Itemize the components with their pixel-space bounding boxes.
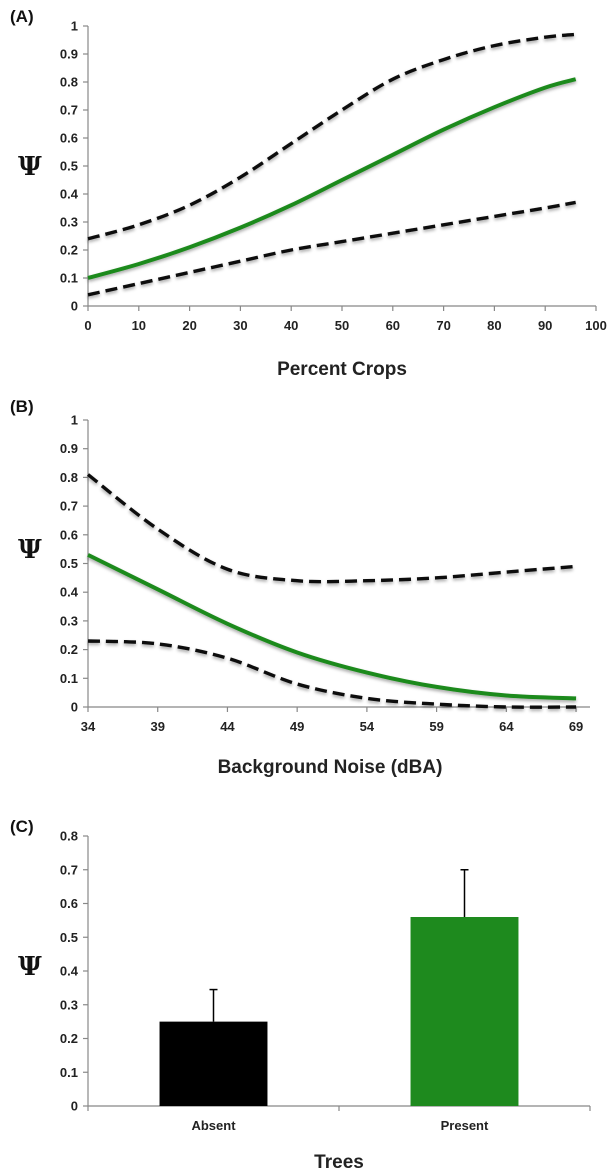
panel-b-x-tick-label: 69 xyxy=(569,719,583,734)
panel-c-x-label: Trees xyxy=(314,1152,364,1173)
panel-a-x-tick-label: 60 xyxy=(386,318,400,333)
panel-c-y-tick-label: 0.5 xyxy=(60,930,78,945)
panel-b-x-tick-label: 64 xyxy=(499,719,514,734)
panel-a-y-tick-label: 0.2 xyxy=(60,243,78,258)
panel-c-bar-absent xyxy=(159,1021,268,1106)
panel-a-x-tick-label: 100 xyxy=(585,318,607,333)
panel-c-category-label: Absent xyxy=(191,1118,236,1133)
panel-a-y-tick-label: 0.4 xyxy=(60,187,79,202)
panel-b-x-tick-label: 39 xyxy=(150,719,164,734)
panel-b-fitted-line xyxy=(87,553,577,701)
panel-c-plot: 0 0.1 0.2 0.3 0.4 0.5 0.6 0.7 0.8 Absent Present xyxy=(60,829,591,1133)
panel-a-x-tick-label: 0 xyxy=(84,318,91,333)
panel-c-y-tick-label: 0.7 xyxy=(60,862,78,877)
panel-a-x-tick-label: 80 xyxy=(487,318,501,333)
panel-a-x-tick-label: 90 xyxy=(538,318,552,333)
panel-b-y-tick-label: 0.1 xyxy=(60,671,78,686)
panel-b-y-tick-label: 0.2 xyxy=(60,642,78,657)
panel-c-y-tick-label: 0.6 xyxy=(60,896,78,911)
panel-a-x-tick-label: 10 xyxy=(132,318,146,333)
panel-b-plot: 0 0.1 0.2 0.3 0.4 0.5 0.6 0.7 0.8 0.9 1 34 39 44 49 54 5… xyxy=(60,413,590,734)
panel-a-label: (A) xyxy=(10,7,34,26)
panel-b-label: (B) xyxy=(10,397,34,416)
panel-b-x-tick-label: 44 xyxy=(220,719,235,734)
panel-a-confidence-bound-1 xyxy=(87,32,576,241)
panel-c-y-tick-label: 0.4 xyxy=(60,964,79,979)
panel-a-x-label: Percent Crops xyxy=(277,359,407,380)
panel-a-y-tick-label: 0.8 xyxy=(60,75,78,90)
panel-b-y-tick-label: 0.3 xyxy=(60,613,78,628)
panel-a-y-tick-label: 0.5 xyxy=(60,159,78,174)
panel-c-y-tick-label: 0.1 xyxy=(60,1065,78,1080)
panel-a-y-tick-label: 0.1 xyxy=(60,271,78,286)
panel-c-y-tick-label: 0 xyxy=(71,1099,78,1114)
panel-a-y-tick-label: 1 xyxy=(71,19,78,34)
panel-a-fitted-line xyxy=(87,77,577,280)
panel-c-bar-present xyxy=(410,917,519,1106)
panel-b-x-tick-label: 49 xyxy=(290,719,304,734)
panel-a-y-label: Ψ xyxy=(18,152,42,182)
panel-a-y-tick-label: 0.3 xyxy=(60,215,78,230)
panel-a-y-tick-label: 0.9 xyxy=(60,47,78,62)
panel-b-y-tick-label: 0 xyxy=(71,700,78,715)
panel-c: (C) Ψ Trees 0 0.1 0.2 0.3 0.4 0.5 0.6 0.7 0.8 Abs… xyxy=(10,817,591,1173)
panel-b-y-tick-label: 0.9 xyxy=(60,441,78,456)
panel-b-confidence-bound-2 xyxy=(87,639,577,709)
panel-b-confidence-bound-1 xyxy=(86,473,577,584)
panel-a-x-tick-label: 70 xyxy=(436,318,450,333)
panel-c-category-label: Present xyxy=(441,1118,489,1133)
panel-a-y-tick-label: 0 xyxy=(71,299,78,314)
panel-a-plot: 00.10.20.30.40.50.60.70.80.910 10 20 30 40 50… xyxy=(60,19,607,334)
panel-c-y-tick-label: 0.3 xyxy=(60,997,78,1012)
panel-c-label: (C) xyxy=(10,817,34,836)
panel-a: (A) Ψ Percent Crops 0 0.1 0.2 0.3 0.4 0.5 0.6 0… xyxy=(10,7,607,380)
panel-b-x-tick-label: 34 xyxy=(81,719,96,734)
panel-a-x-tick-label: 50 xyxy=(335,318,349,333)
panel-a-y-tick-label: 0.7 xyxy=(60,103,78,118)
panel-b-x-tick-label: 59 xyxy=(429,719,443,734)
panel-b-y-tick-label: 1 xyxy=(71,413,78,428)
panel-c-y-label: Ψ xyxy=(18,952,42,982)
panel-b-y-label: Ψ xyxy=(18,535,42,565)
panel-c-y-tick-label: 0.8 xyxy=(60,829,78,844)
panel-b-y-tick-label: 0.8 xyxy=(60,470,78,485)
panel-b-x-label: Background Noise (dBA) xyxy=(218,757,443,778)
panel-a-y-tick-label: 0.6 xyxy=(60,131,78,146)
panel-a-x-tick-label: 20 xyxy=(182,318,196,333)
panel-b-y-tick-label: 0.5 xyxy=(60,556,78,571)
panel-b-y-tick-label: 0.4 xyxy=(60,585,79,600)
panel-b-x-tick-label: 54 xyxy=(360,719,375,734)
panel-a-x-tick-label: 30 xyxy=(233,318,247,333)
panel-a-confidence-bound-2 xyxy=(87,200,576,297)
panel-b: (B) Ψ Background Noise (dBA) 00.10.20.30… xyxy=(10,397,590,778)
panel-b-y-tick-label: 0.6 xyxy=(60,527,78,542)
panel-a-x-tick-label: 40 xyxy=(284,318,298,333)
panel-b-y-tick-label: 0.7 xyxy=(60,499,78,514)
panel-c-y-tick-label: 0.2 xyxy=(60,1031,78,1046)
